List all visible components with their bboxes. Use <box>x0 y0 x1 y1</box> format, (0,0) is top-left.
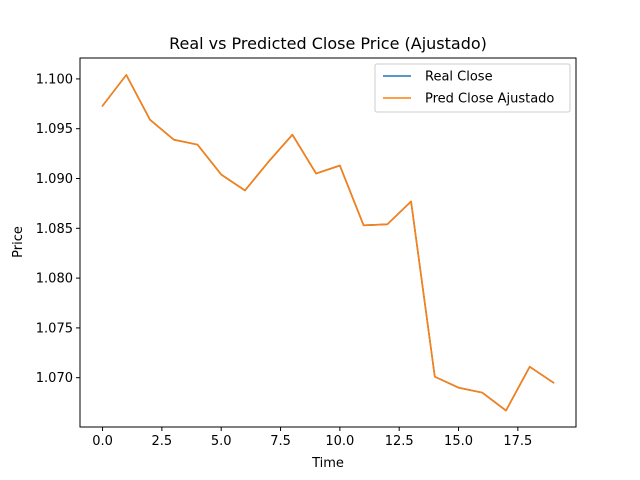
plot-frame <box>79 57 577 428</box>
x-tick-label: 12.5 <box>385 434 414 449</box>
x-tick-label: 0.0 <box>92 434 113 449</box>
y-tick-label: 1.100 <box>36 72 73 87</box>
y-tick-label: 1.095 <box>36 122 73 137</box>
x-tick-label: 15.0 <box>444 434 473 449</box>
plot-area: 0.0 2.5 5.0 7.5 10.0 12.5 15.0 17.5 1.070 1.075 1.… <box>36 72 555 449</box>
legend-label: Pred Close Ajustado <box>425 92 554 107</box>
legend: Real Close Pred Close Ajustado <box>374 63 571 113</box>
y-tick-label: 1.080 <box>36 272 73 287</box>
series-line-1 <box>101 74 555 412</box>
x-tick-label: 2.5 <box>152 434 173 449</box>
y-tick-label: 1.075 <box>36 321 73 336</box>
x-tick-label: 17.5 <box>503 434 532 449</box>
chart-title: Real vs Predicted Close Price (Ajustado) <box>169 34 487 53</box>
x-tick-label: 7.5 <box>270 434 291 449</box>
x-tick-label: 5.0 <box>211 434 232 449</box>
legend-label: Real Close <box>425 70 493 85</box>
y-axis-title: Price <box>11 226 26 258</box>
x-axis-title: Time <box>311 456 344 471</box>
y-tick-label: 1.085 <box>36 222 73 237</box>
legend-box <box>374 63 571 113</box>
x-tick-label: 10.0 <box>325 434 354 449</box>
y-tick-label: 1.070 <box>36 371 73 386</box>
y-tick-label: 1.090 <box>36 172 73 187</box>
